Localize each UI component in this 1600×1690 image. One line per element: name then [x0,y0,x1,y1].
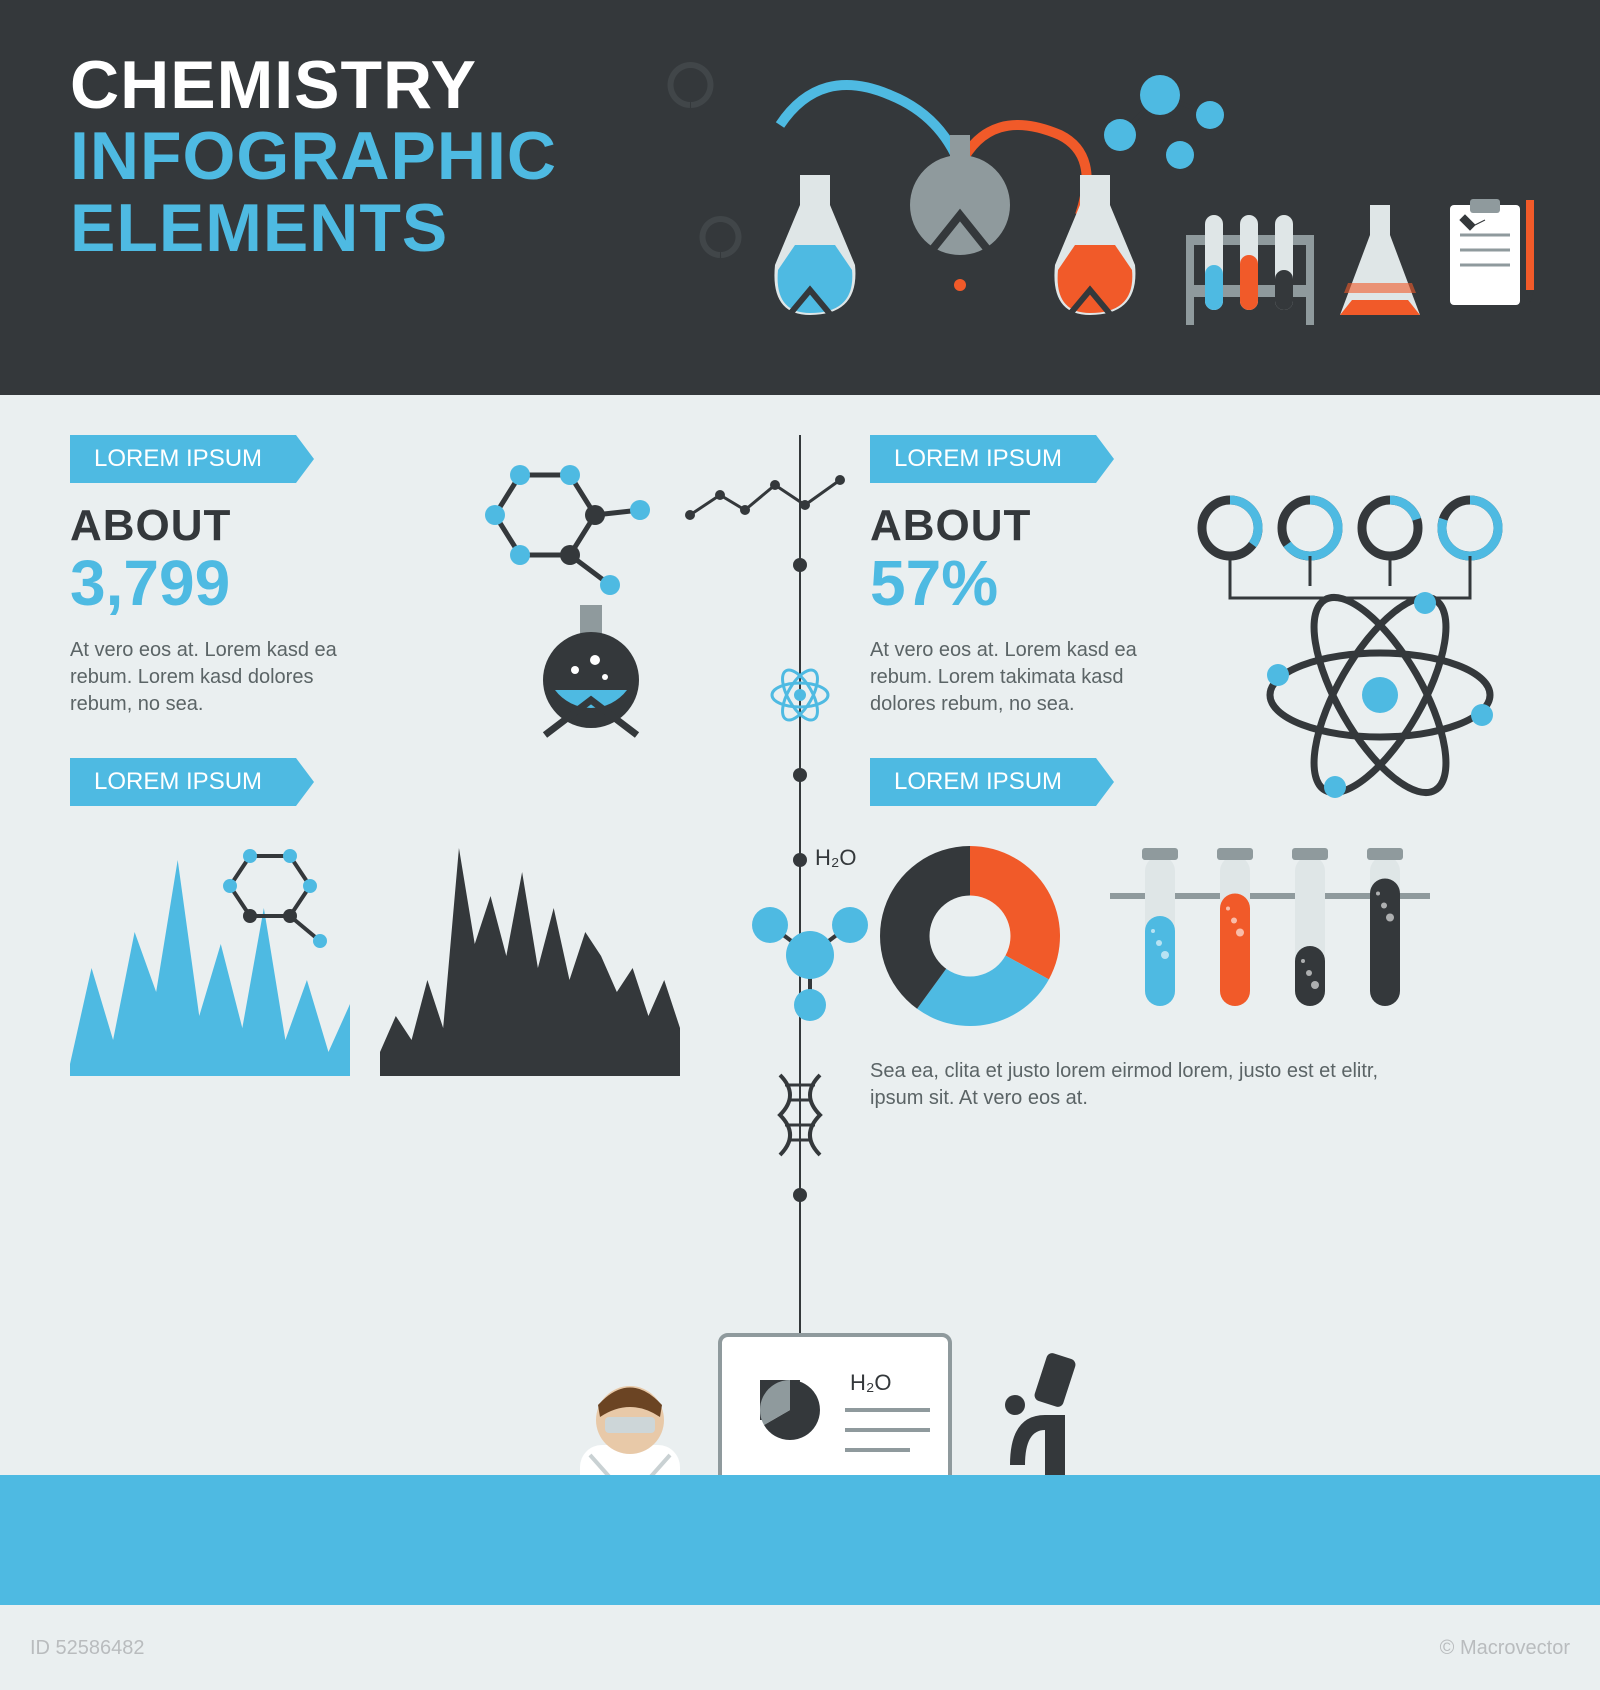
watermark-id: ID 52586482 [30,1637,145,1660]
section-3-ribbon: LOREM IPSUM [70,758,296,806]
area-chart-2 [380,836,680,1076]
svg-text:H₂O: H₂O [815,845,857,870]
section-4-ribbon: LOREM IPSUM [870,758,1096,806]
title-line-3: ELEMENTS [70,193,1530,264]
svg-text:H₂O: H₂O [850,1370,892,1395]
section-1-lorem: At vero eos at. Lorem kasd ea rebum. Lor… [70,637,370,718]
section-4: LOREM IPSUM Sea ea, clita et justo lorem… [870,758,1530,1112]
section-2-lorem: At vero eos at. Lorem kasd ea rebum. Lor… [870,637,1170,718]
body: H₂O [0,395,1600,1505]
title-line-1: CHEMISTRY [70,50,1530,121]
section-1: LOREM IPSUM ABOUT 3,799 At vero eos at. … [70,435,730,718]
title-line-2: INFOGRAPHIC [70,121,1530,192]
section-4-lorem: Sea ea, clita et justo lorem eirmod lore… [870,1058,1430,1112]
watermark-credit: © Macrovector [1440,1637,1570,1660]
section-2: LOREM IPSUM ABOUT 57% At vero eos at. Lo… [870,435,1530,718]
timeline-icons: H₂O [720,435,880,1395]
area-chart-1 [70,836,350,1076]
section-2-ribbon: LOREM IPSUM [870,435,1096,483]
molecule-flask-icon [460,465,720,745]
infographic-canvas: CHEMISTRY INFOGRAPHIC ELEMENTS [0,0,1600,1690]
header: CHEMISTRY INFOGRAPHIC ELEMENTS [0,0,1600,395]
title-block: CHEMISTRY INFOGRAPHIC ELEMENTS [70,50,1530,264]
donut-chart [870,836,1070,1036]
section-1-ribbon: LOREM IPSUM [70,435,296,483]
section-3: LOREM IPSUM [70,758,730,1112]
test-tubes-chart [1110,836,1430,1036]
footer-bar [0,1475,1600,1605]
